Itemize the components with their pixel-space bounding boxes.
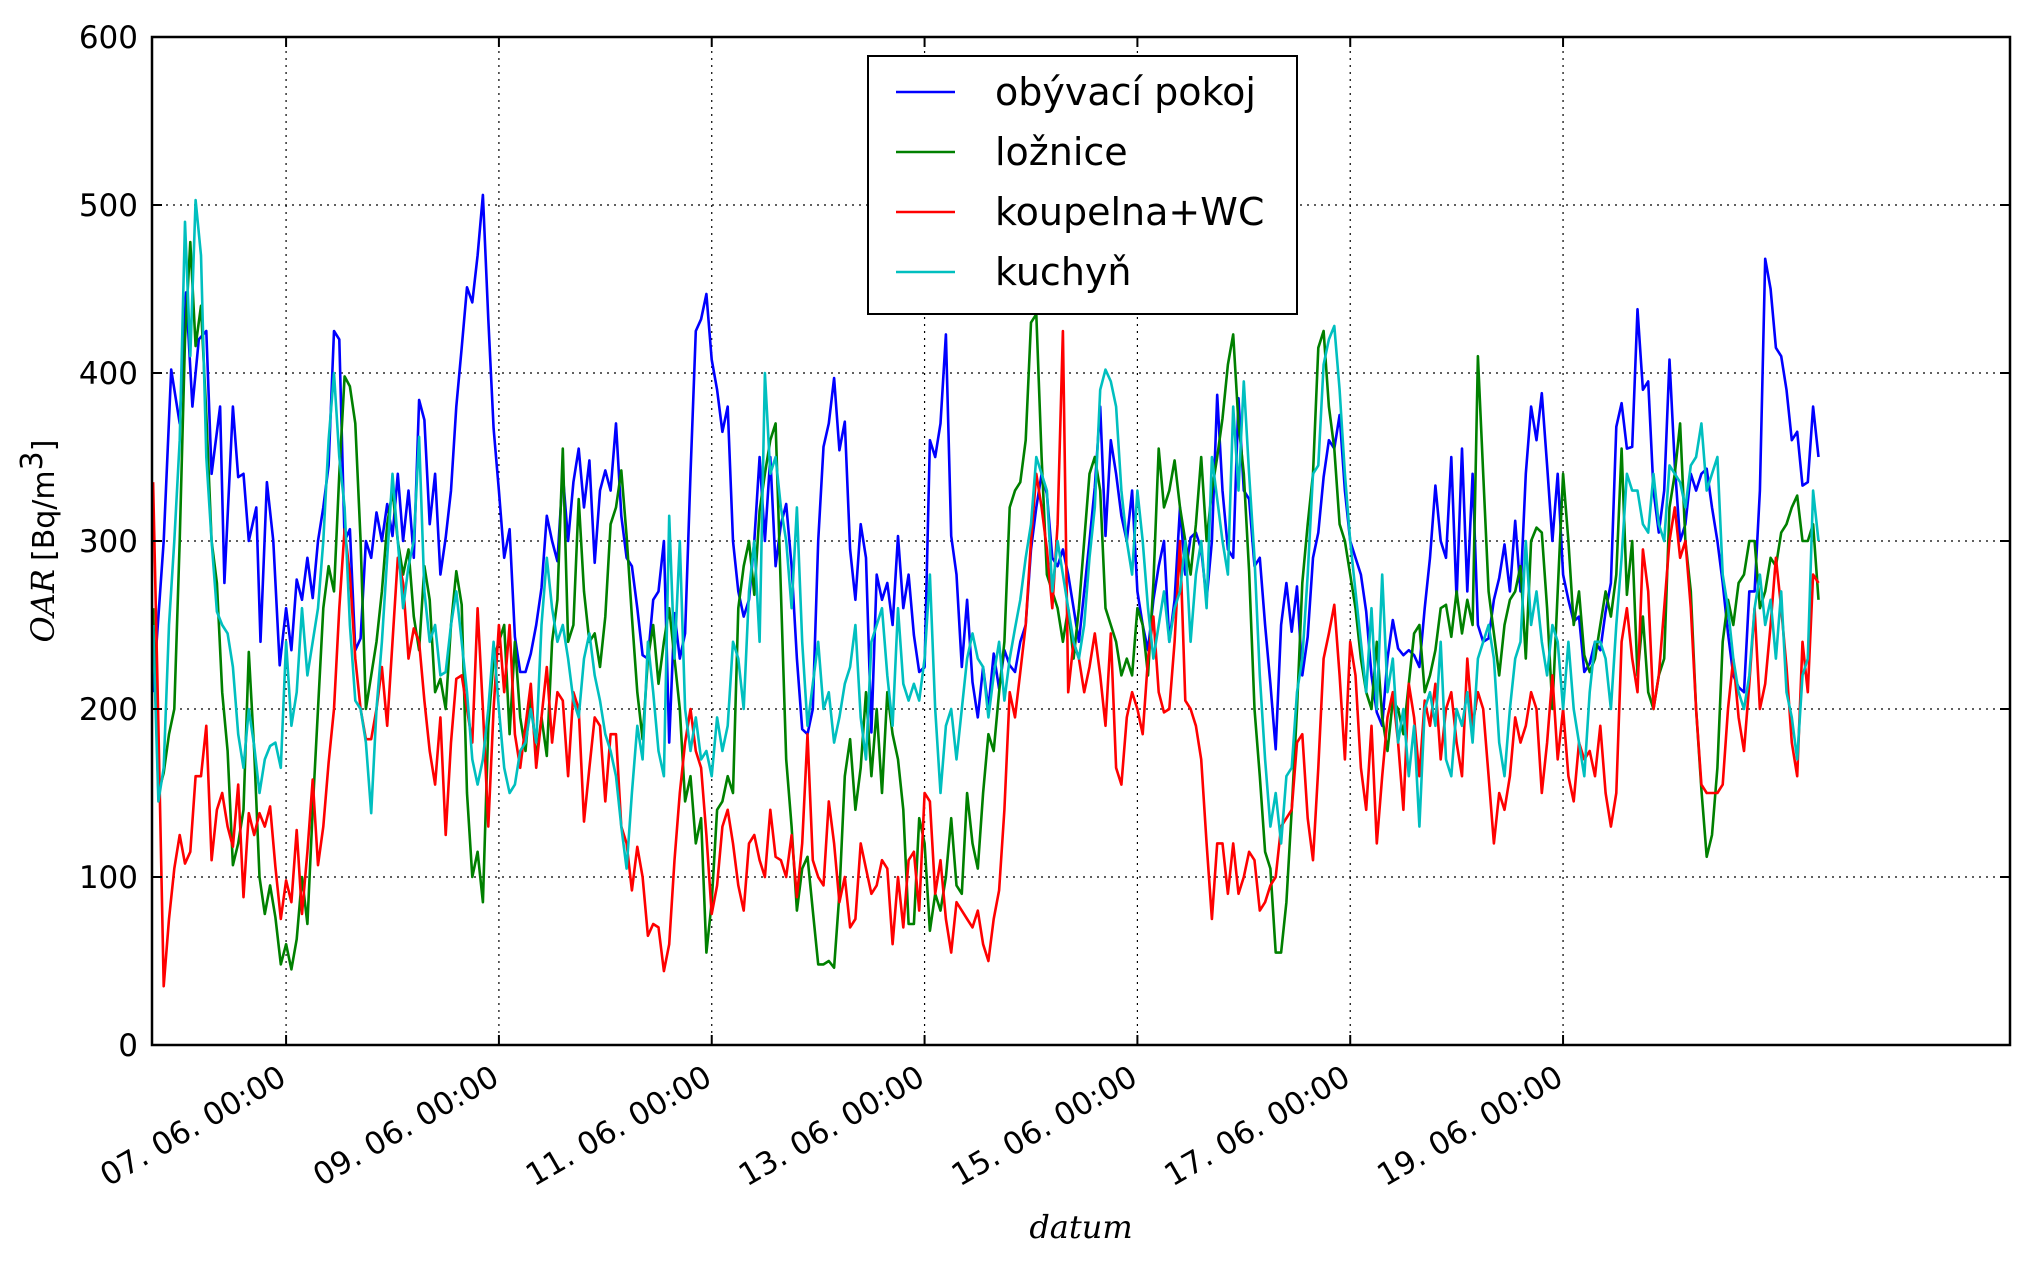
axis-ticks bbox=[152, 36, 2010, 1046]
y-tick-label: 100 bbox=[79, 860, 138, 896]
y-tick-label: 500 bbox=[79, 188, 138, 224]
y-tick-label: 0 bbox=[118, 1028, 138, 1064]
y-axis-unit: [Bq/m bbox=[27, 470, 62, 561]
y-axis-unit-close: ] bbox=[27, 440, 62, 452]
series-line-2 bbox=[152, 329, 1820, 988]
series-layer bbox=[152, 193, 1820, 988]
series-line-1 bbox=[152, 240, 1820, 971]
legend-label-2: koupelna+WC bbox=[995, 190, 1264, 234]
y-tick-label: 400 bbox=[79, 356, 138, 392]
x-axis-label: datum bbox=[1029, 1208, 1132, 1246]
y-tick-label: 300 bbox=[79, 524, 138, 560]
legend-label-1: ložnice bbox=[995, 130, 1128, 174]
grid-lines bbox=[152, 37, 2010, 1045]
y-axis-unit-exponent: 3 bbox=[15, 451, 50, 470]
y-axis-tick-labels: 0 100 200 300 400 500 600 bbox=[79, 20, 138, 1064]
y-axis-label: OAR [Bq/m3] bbox=[15, 440, 62, 643]
legend-label-3: kuchyň bbox=[995, 250, 1131, 294]
legend-label-0: obývací pokoj bbox=[995, 70, 1256, 114]
y-axis-symbol: OAR bbox=[24, 569, 62, 642]
legend: obývací pokoj ložnice koupelna+WC kuchyň bbox=[867, 55, 1298, 315]
series-line-3 bbox=[152, 198, 1820, 870]
y-tick-label: 200 bbox=[79, 692, 138, 728]
y-tick-label: 600 bbox=[79, 20, 138, 56]
